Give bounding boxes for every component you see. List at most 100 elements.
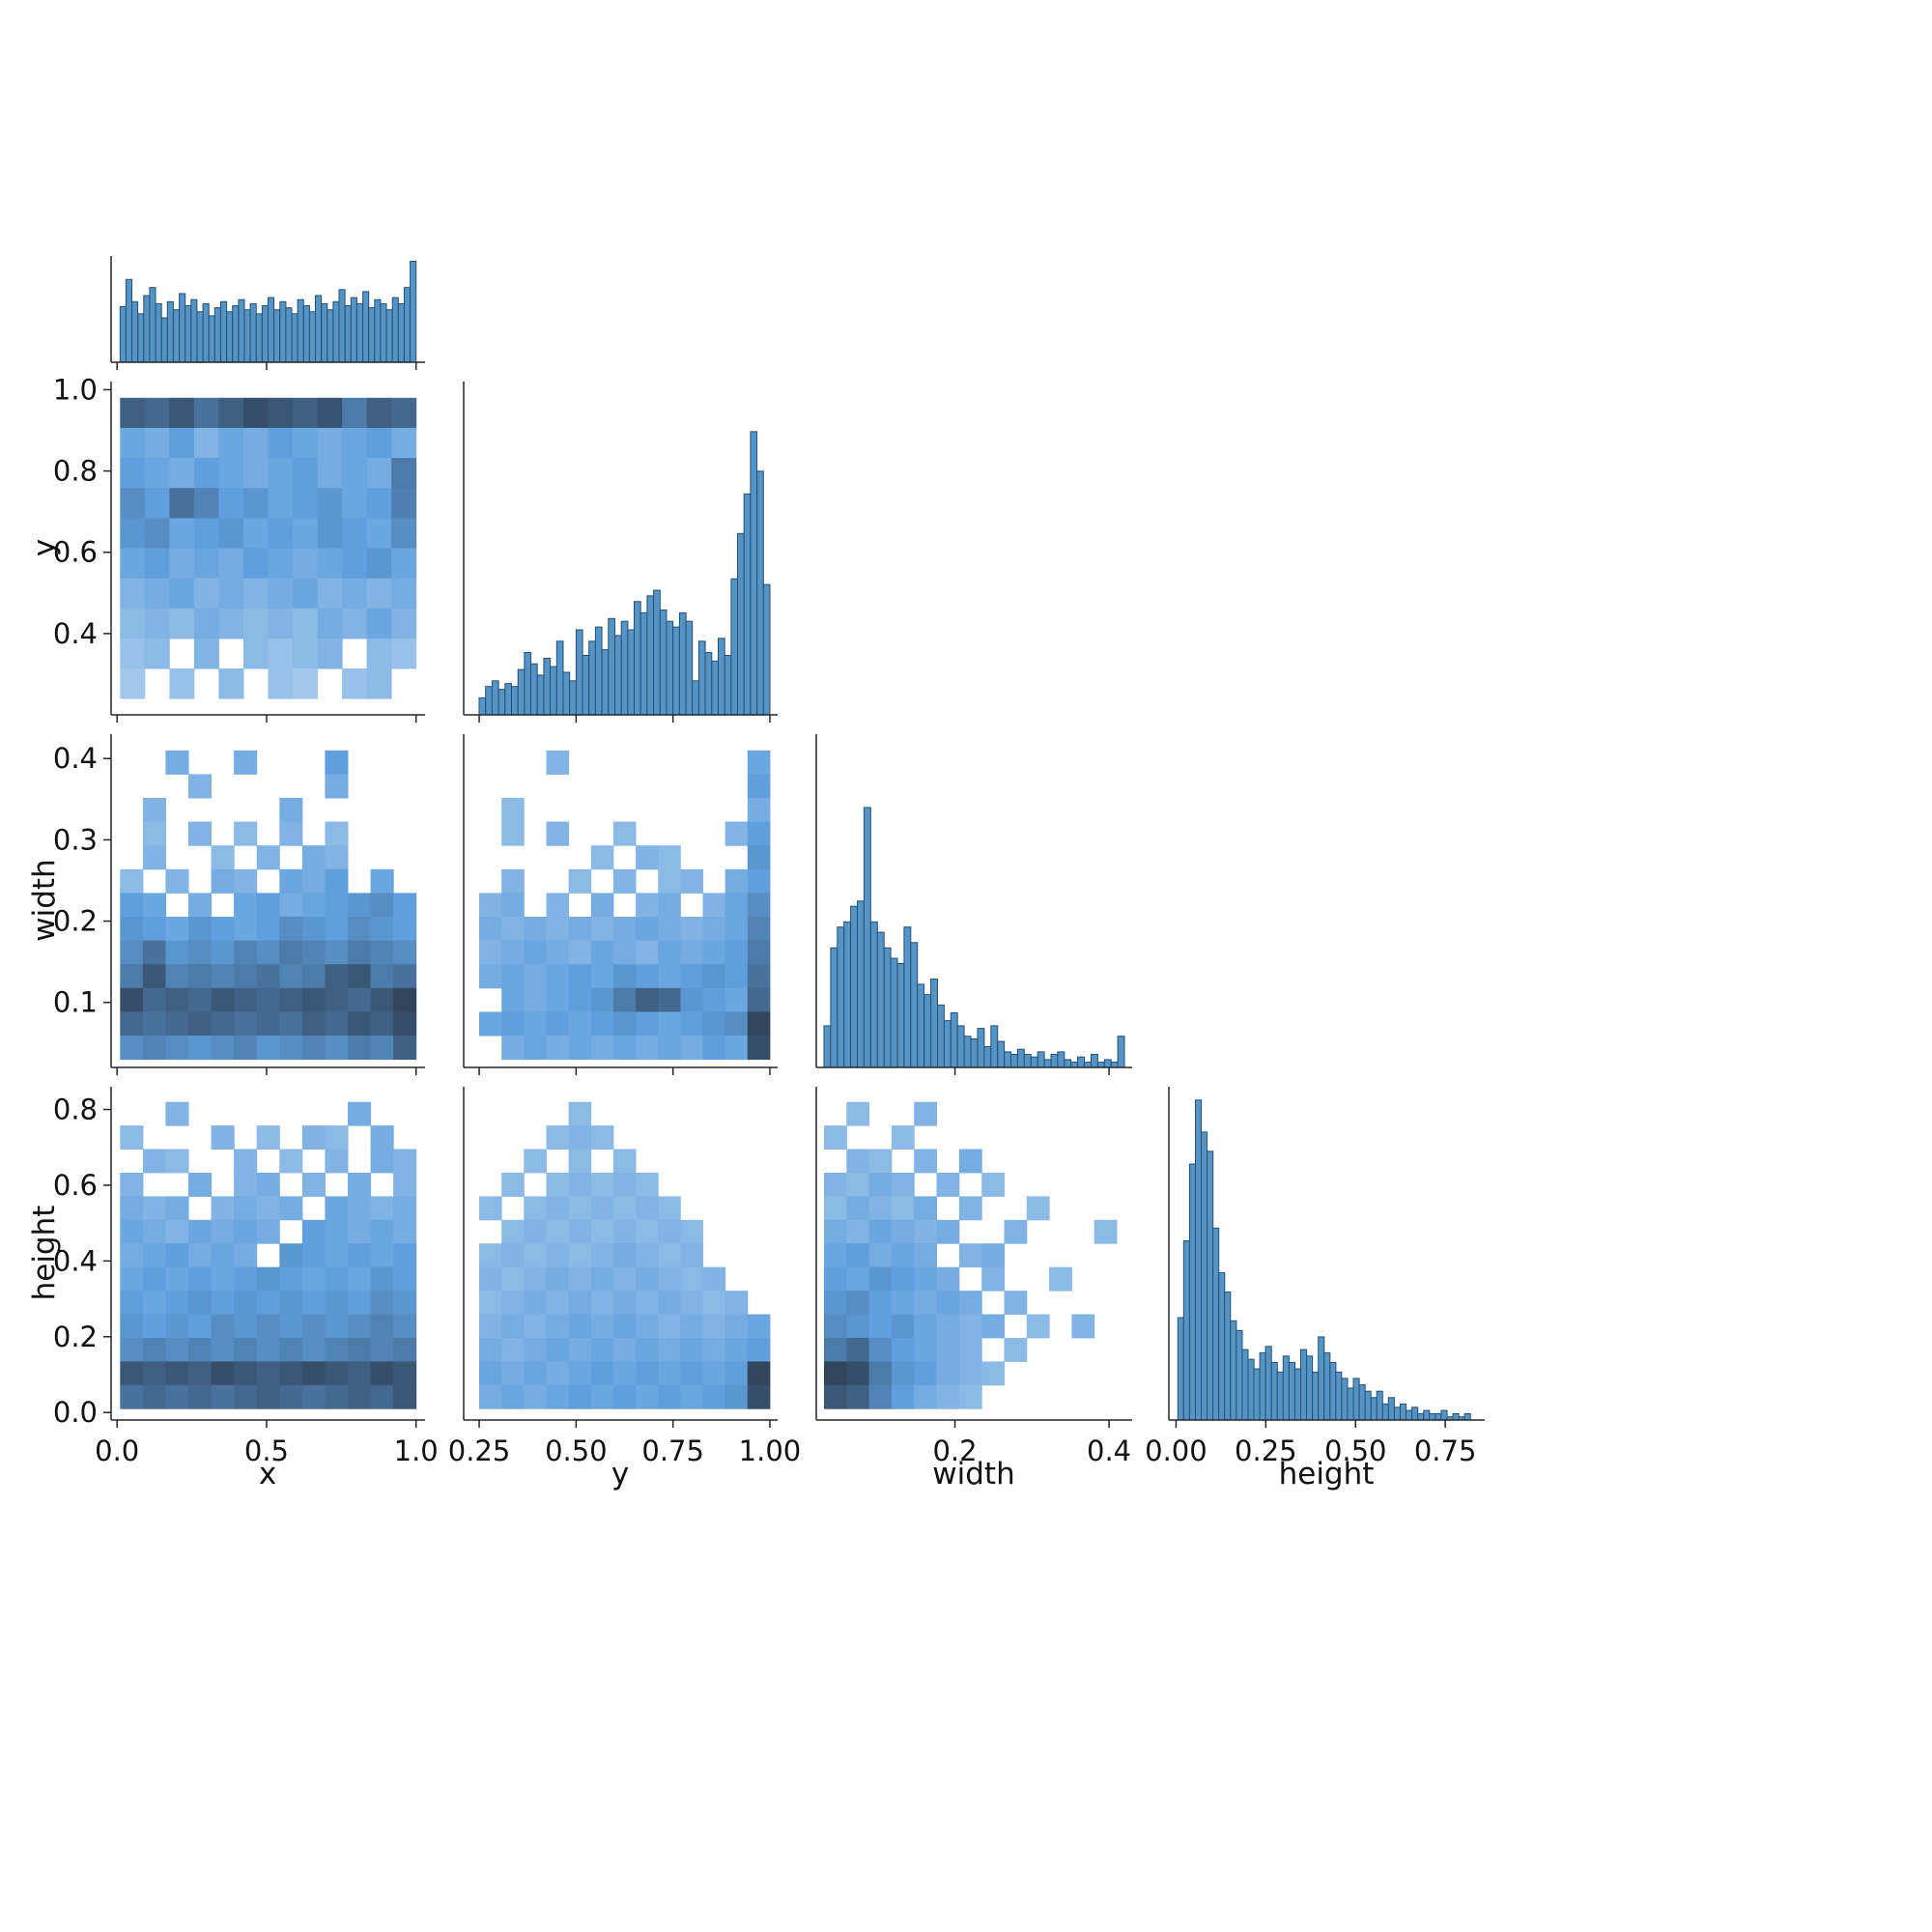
heatmap-cell bbox=[317, 488, 343, 519]
heatmap-cell bbox=[590, 987, 614, 1012]
histogram-bar bbox=[1218, 1272, 1226, 1421]
heatmap-cell bbox=[279, 1291, 303, 1315]
histogram-bar bbox=[1387, 1397, 1395, 1421]
tick-label: 0.6 bbox=[53, 1169, 98, 1202]
heatmap-cell bbox=[165, 1314, 189, 1339]
histogram-bar bbox=[1037, 1051, 1045, 1068]
histogram-bar bbox=[569, 680, 577, 716]
histogram-bar bbox=[543, 657, 552, 716]
heatmap-cell bbox=[142, 821, 166, 846]
heatmap-cell bbox=[612, 940, 637, 965]
heatmap-cell bbox=[243, 608, 269, 639]
heatmap-cell bbox=[479, 917, 502, 942]
heatmap-cell bbox=[188, 1243, 213, 1268]
heatmap-cell bbox=[1049, 1266, 1072, 1292]
heatmap-cell bbox=[891, 1314, 915, 1339]
heatmap-cell bbox=[301, 1266, 326, 1292]
heatmap-cell bbox=[501, 1361, 525, 1386]
heatmap-cell bbox=[301, 1011, 326, 1037]
heatmap-cell bbox=[501, 868, 525, 894]
heatmap-cell bbox=[680, 1291, 703, 1315]
heatmap-cell bbox=[165, 1338, 189, 1362]
heatmap-cell bbox=[546, 1173, 570, 1197]
heatmap-cell bbox=[120, 397, 146, 429]
tick-label: 0.4 bbox=[53, 742, 98, 775]
heatmap-cell bbox=[218, 488, 244, 519]
heatmap-cell bbox=[680, 1338, 703, 1362]
heatmap-cell bbox=[702, 1361, 726, 1386]
heatmap-cell bbox=[169, 428, 195, 459]
heatmap-cell bbox=[256, 1219, 280, 1244]
heatmap-cell bbox=[279, 1243, 303, 1268]
heatmap-cell bbox=[636, 1361, 659, 1386]
heatmap-cell bbox=[568, 1196, 592, 1221]
heatmap-cell bbox=[293, 428, 318, 459]
heatmap-cell bbox=[868, 1149, 893, 1174]
heatmap-cell bbox=[188, 1361, 213, 1386]
heatmap-cell bbox=[144, 458, 170, 489]
heatmap-cell bbox=[243, 458, 269, 489]
heatmap-cell bbox=[165, 987, 189, 1012]
heatmap-cell bbox=[724, 821, 749, 846]
heatmap-cell bbox=[524, 1338, 547, 1362]
heatmap-cell bbox=[524, 1196, 547, 1221]
heatmap-cell bbox=[366, 428, 392, 459]
heatmap-cell bbox=[914, 1243, 937, 1268]
heatmap-cell bbox=[234, 1361, 258, 1386]
heatmap-cell bbox=[301, 845, 326, 870]
histogram-bar bbox=[876, 931, 885, 1068]
histogram-bar bbox=[910, 942, 919, 1068]
heatmap-cell bbox=[142, 798, 166, 823]
heatmap-cell bbox=[568, 1149, 592, 1174]
heatmap-cell bbox=[546, 987, 570, 1012]
histogram-bar bbox=[1057, 1051, 1065, 1068]
heatmap-cell bbox=[658, 1338, 681, 1362]
heatmap-cell bbox=[293, 488, 318, 519]
heatmap-cell bbox=[342, 397, 368, 429]
heatmap-cell bbox=[914, 1291, 937, 1315]
histogram-bar bbox=[1207, 1151, 1214, 1421]
histogram-bar bbox=[1293, 1368, 1302, 1421]
heatmap-cell bbox=[342, 428, 368, 459]
heatmap-cell bbox=[658, 987, 681, 1012]
histogram-bar bbox=[1070, 1062, 1079, 1068]
heatmap-cell bbox=[891, 1125, 915, 1150]
heatmap-cell bbox=[256, 1196, 280, 1221]
heatmap-cell bbox=[546, 1011, 570, 1037]
histogram-bar bbox=[843, 921, 852, 1068]
heatmap-cell bbox=[211, 1036, 235, 1061]
heatmap-cell bbox=[169, 548, 195, 580]
histogram-bar bbox=[536, 674, 545, 716]
histogram-bar bbox=[511, 686, 519, 716]
heatmap-cell bbox=[846, 1291, 870, 1315]
histogram-bar bbox=[1236, 1329, 1243, 1421]
histogram-bar bbox=[1393, 1406, 1402, 1421]
heatmap-cell bbox=[680, 1011, 703, 1037]
heatmap-cell bbox=[568, 940, 592, 965]
heatmap-cell bbox=[1026, 1314, 1050, 1339]
heatmap-cell bbox=[279, 1149, 303, 1174]
heatmap-cell bbox=[188, 1266, 213, 1292]
heatmap-cell bbox=[568, 1101, 592, 1126]
histogram-bar bbox=[143, 295, 151, 363]
heatmap-cell bbox=[293, 397, 318, 429]
histogram-bar bbox=[291, 313, 298, 363]
heatmap-cell bbox=[301, 1291, 326, 1315]
heatmap-cell bbox=[824, 1314, 847, 1339]
heatmap-cell bbox=[188, 987, 213, 1012]
heatmap-cell bbox=[218, 548, 244, 580]
heatmap-cell bbox=[824, 1196, 847, 1221]
heatmap-cell bbox=[348, 940, 372, 965]
x-axis-label-height: height bbox=[1278, 1457, 1375, 1492]
heatmap-cell bbox=[612, 964, 637, 989]
heatmap-cell bbox=[370, 1314, 394, 1339]
heatmap-cell bbox=[824, 1219, 847, 1244]
histogram-bar bbox=[896, 962, 905, 1068]
heatmap-cell bbox=[193, 548, 219, 580]
heatmap-cell bbox=[188, 917, 213, 942]
heatmap-cell bbox=[612, 1196, 637, 1221]
heatmap-cell bbox=[366, 458, 392, 489]
heatmap-cell bbox=[524, 1384, 547, 1409]
histogram-bar bbox=[166, 300, 174, 363]
heatmap-cell bbox=[366, 548, 392, 580]
